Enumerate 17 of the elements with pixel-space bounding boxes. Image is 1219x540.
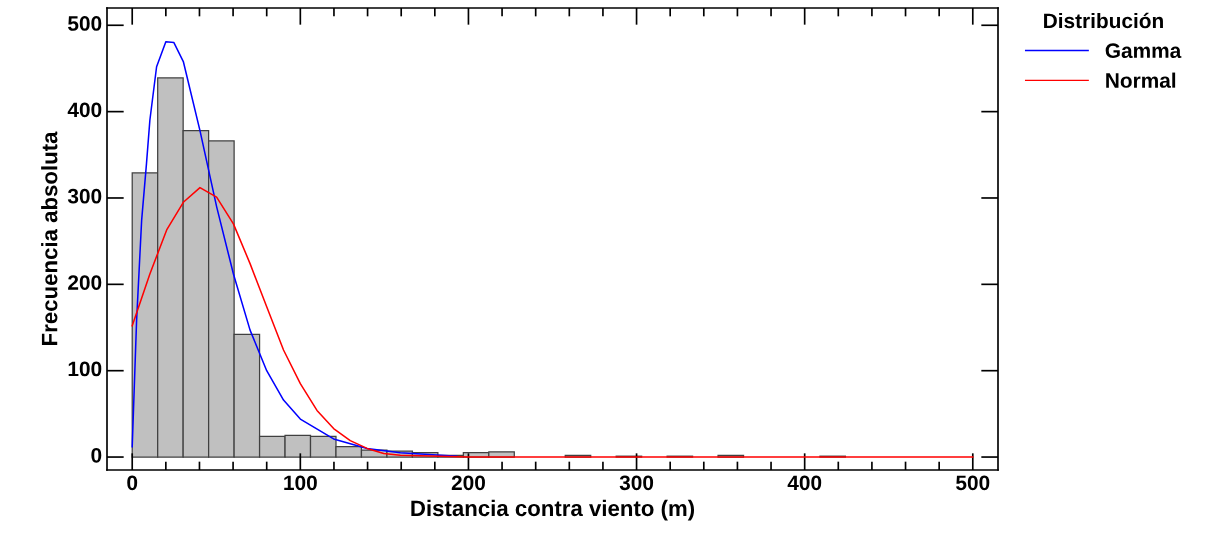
y-tick-label: 400 — [67, 102, 102, 118]
y-axis-title: Frecuencia absoluta — [41, 131, 58, 345]
legend-label: Normal — [1106, 72, 1176, 88]
x-axis-title: Distancia contra viento (m) — [411, 499, 695, 521]
legend-title: Distribución — [1044, 12, 1163, 29]
x-tick-label: 500 — [956, 475, 990, 491]
x-tick-label: 200 — [451, 475, 485, 491]
y-tick-label: 0 — [91, 447, 102, 463]
legend-label: Gamma — [1105, 43, 1182, 59]
y-tick-label: 100 — [68, 361, 102, 377]
y-tick-label: 500 — [68, 16, 102, 31]
x-tick-label: 400 — [787, 475, 822, 491]
x-tick-label: 0 — [127, 475, 138, 491]
x-tick-label: 300 — [619, 475, 654, 491]
y-tick-label: 200 — [68, 275, 102, 290]
x-tick-label: 100 — [284, 475, 317, 491]
y-tick-label: 300 — [67, 188, 102, 204]
